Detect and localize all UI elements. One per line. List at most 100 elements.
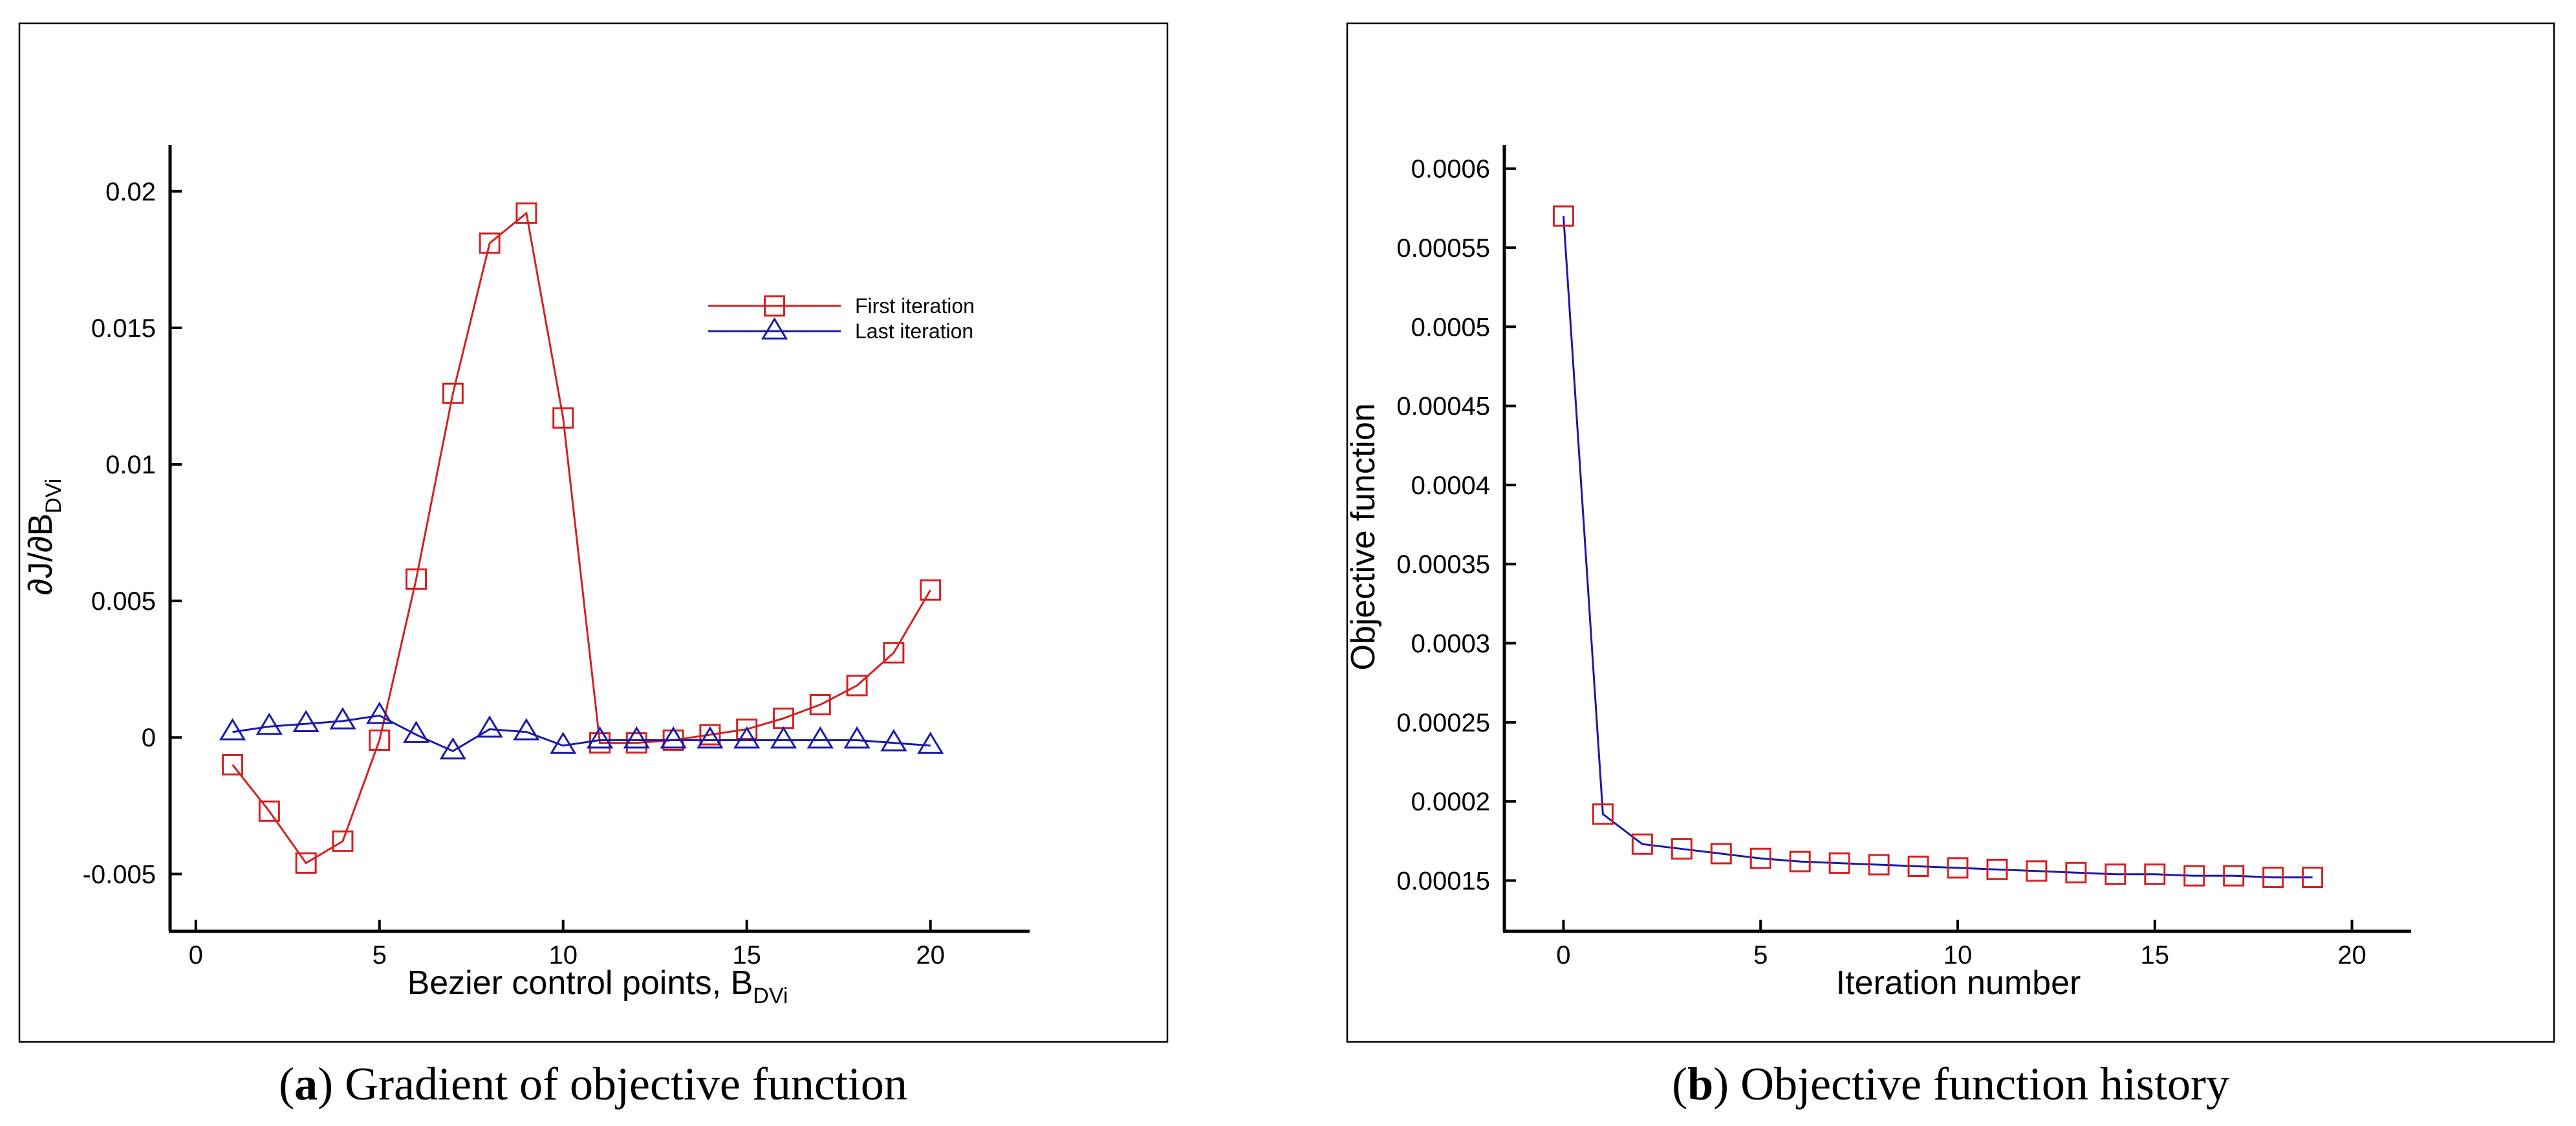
panel-a-y-tick-label: 0 [142,724,156,752]
panel-a-y-tick-label: -0.005 [83,860,156,889]
panel-b-series-1-point [2302,867,2324,889]
panel-b-caption-text: Objective function history [1740,1058,2229,1110]
panel-b-y-tick-label: 0.0006 [1411,155,1490,184]
panel-b-x-tick-label: 10 [1943,941,1973,969]
panel-b-series-1-point [1986,858,2008,880]
panel-b-series-1-point [1552,205,1574,227]
panel-a-legend-label: Last iteration [855,319,973,343]
panel-b-plot: 0 5 10 15 20 0.00015 0.0002 0.00025 0.0003 0.0003… [1345,145,2411,1002]
panel-a-y-tick-label: 0.015 [91,314,156,343]
panel-b-series-1-point [1592,803,1614,825]
panel-a-series-1-point [295,852,317,874]
panel-b-y-axis-label: Objective function [1345,403,1382,670]
panel-a-frame [18,22,1169,1043]
panel-b-y-tick-label: 0.0003 [1411,630,1490,658]
panel-a-series-1-point [369,729,391,751]
panel-a-legend-marker [761,317,788,340]
panel-a-legend-label: First iteration [855,294,975,318]
panel-b-x-tick-label: 15 [2141,941,2170,969]
panel-a-series-2-point [439,737,466,760]
panel-b-series-1-point [2183,865,2205,887]
panel-a-series-1-point [406,568,428,590]
panel-b-series-1-point [1868,854,1890,876]
panel-a-series-1-point [699,724,721,746]
panel-b-frame [1346,22,2555,1043]
panel-a-y-tick-label: 0.02 [105,178,156,206]
panel-b-series-1-point [1631,833,1653,855]
panel-a-series-1-point [222,753,244,775]
panel-a-series-1-point [809,694,831,716]
panel-a-series-2-point [513,718,540,741]
panel-a-series-1-point [883,642,905,664]
panel-b-y-tick-label: 0.00015 [1396,867,1490,895]
panel-a-x-tick-label: 10 [548,941,578,969]
panel-a-y-tick-label: 0.01 [105,451,156,479]
panel-b-series-1-point [2065,861,2087,883]
panel-a-series-2-point [292,709,319,733]
panel-a-series-1-point [552,407,574,429]
panel-a-series-1-point [736,719,758,741]
panel-a-series-1-point [920,579,942,601]
panel-b-caption: (b) Objective function history [1672,1058,2229,1110]
panel-a: 0 5 10 15 20 -0.005 0 0.005 0.01 0.015 0.02 Bezier … [18,22,1169,1110]
panel-a-series-1-point [332,830,354,852]
panel-b-series-line-1 [1562,215,2313,879]
panel-a-series-2-point [329,707,356,730]
panel-a-plot: 0 5 10 15 20 -0.005 0 0.005 0.01 0.015 0.02 Bezier … [22,145,1030,1008]
panel-a-y-tick-label: 0.005 [91,587,156,616]
panel-a-series-2-point [733,726,761,749]
panel-a-series-1-point [258,800,280,822]
panel-a-x-tick-label: 0 [189,941,203,969]
panel-a-x-tick-label: 20 [916,941,945,969]
panel-b-series-1-point [2105,863,2127,885]
panel-b-x-tick-label: 0 [1556,941,1570,969]
panel-a-caption: (a) Gradient of objective function [279,1058,907,1110]
panel-a-series-1-point [846,675,868,697]
panel-b-x-axis-label: Iteration number [1836,964,2081,1002]
panel-b-y-tick-label: 0.0004 [1411,471,1490,500]
panel-b-series-1-point [1789,850,1811,872]
panel-a-y-axis-label: ∂J/∂BDVi [22,479,66,596]
panel-b-series-1-point [1907,855,1929,877]
panel-a-caption-letter: a [294,1058,318,1110]
panel-a-series-2-point [917,731,944,754]
panel-a-series-2-point [366,701,393,724]
panel-a-series-2-point [880,729,907,752]
panel-b-y-tick-label: 0.0005 [1411,313,1490,341]
panel-b: 0 5 10 15 20 0.00015 0.0002 0.00025 0.0003 0.0003… [1345,22,2555,1110]
panel-b-y-tick-label: 0.0002 [1411,788,1490,816]
panel-a-series-2-point [402,720,430,743]
panel-a-series-2-point [476,715,503,738]
panel-a-series-2-point [550,731,577,754]
panel-a-series-line-1 [232,211,931,865]
panel-a-caption-text: Gradient of objective function [345,1058,907,1110]
panel-b-series-1-point [2223,865,2245,887]
panel-a-legend-marker [764,295,785,317]
panel-a-series-2-point [660,726,687,749]
panel-a-series-2-point [806,726,834,749]
panel-b-series-1-point [2262,867,2284,889]
panel-b-x-tick-label: 5 [1753,941,1768,969]
panel-a-series-2-point [255,712,283,735]
panel-b-series-1-point [1749,847,1771,869]
panel-b-x-tick-label: 20 [2337,941,2366,969]
panel-a-series-2-point [623,726,650,749]
panel-a-series-1-point [479,232,501,254]
panel-a-series-2-point [843,726,871,749]
panel-b-y-tick-label: 0.00055 [1396,234,1490,263]
panel-b-series-1-point [2026,860,2048,882]
panel-b-y-tick-label: 0.00045 [1396,393,1490,421]
panel-b-series-1-point [1710,843,1732,865]
panel-a-series-2-point [219,718,246,741]
panel-b-series-1-point [1828,852,1850,874]
panel-a-series-line-2 [232,714,931,753]
panel-b-series-1-point [1947,857,1969,879]
panel-a-series-1-point [515,202,537,224]
panel-b-caption-letter: b [1687,1058,1713,1110]
panel-a-series-2-point [770,726,797,749]
panel-a-x-tick-label: 5 [373,941,387,969]
panel-a-series-1-point [442,382,464,404]
panel-b-series-1-point [2144,863,2166,885]
